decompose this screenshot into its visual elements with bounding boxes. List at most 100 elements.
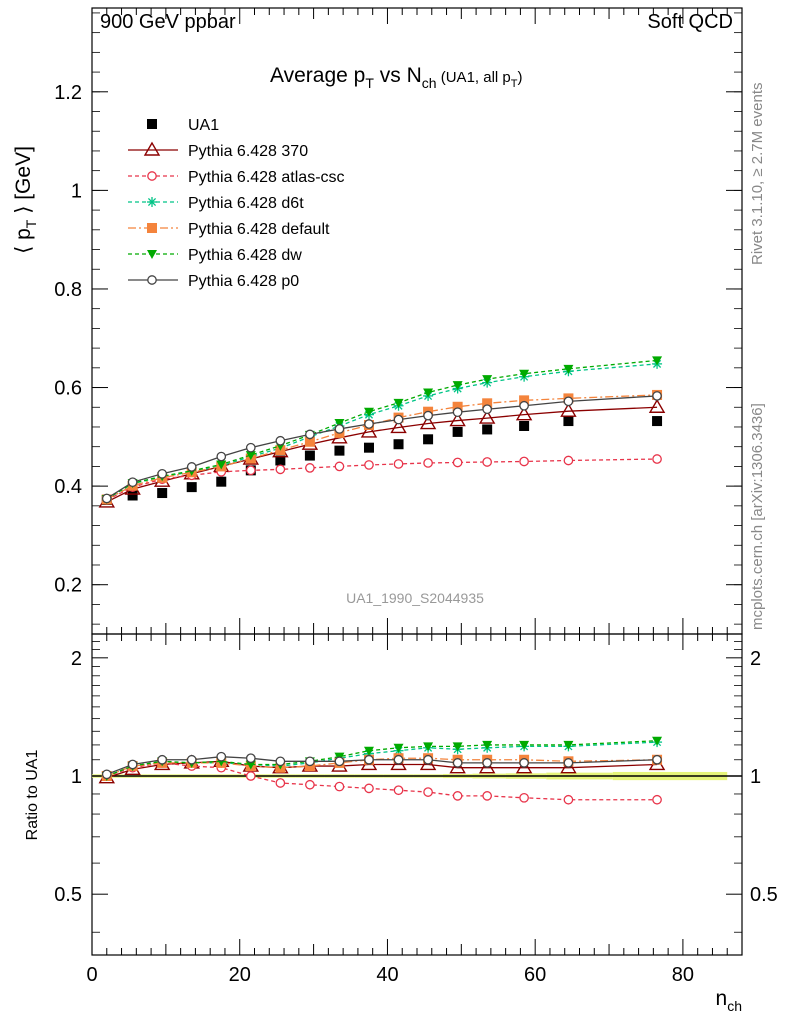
data-point <box>305 756 315 767</box>
data-point <box>563 455 574 466</box>
data-point <box>157 488 168 499</box>
legend-marker <box>143 141 161 156</box>
x-axis-label: nch <box>716 987 742 1014</box>
data-point <box>423 458 433 468</box>
side-rivet-label: Rivet 3.1.10, ≥ 2.7M events <box>749 83 766 266</box>
x-tick-label: 80 <box>672 964 694 986</box>
data-point <box>560 759 577 774</box>
data-point <box>482 398 493 409</box>
legend-marker <box>147 119 157 129</box>
data-point <box>560 402 577 417</box>
data-point <box>305 429 315 440</box>
legend: UA1 Pythia 6.428 370 Pythia 6.428 atlas-cs… <box>128 117 345 290</box>
data-point <box>127 759 138 770</box>
data-point <box>186 482 197 493</box>
data-point <box>275 455 286 466</box>
data-point <box>423 787 433 797</box>
y-tick-label-right: 1 <box>750 766 761 788</box>
data-point <box>157 468 168 479</box>
data-point <box>478 759 496 774</box>
data-point <box>652 391 662 401</box>
data-point <box>393 743 404 753</box>
legend-item: Pythia 6.428 dw <box>128 247 302 264</box>
data-point <box>393 398 404 408</box>
data-point <box>652 794 662 805</box>
data-point <box>127 490 138 501</box>
data-point <box>245 760 256 770</box>
data-point <box>245 451 256 461</box>
data-point <box>390 756 407 771</box>
data-point <box>482 457 493 467</box>
data-point <box>519 369 530 379</box>
data-point <box>452 407 463 418</box>
data-point <box>186 462 197 472</box>
legend-marker <box>147 275 157 285</box>
data-point <box>216 460 227 470</box>
data-point <box>452 791 463 801</box>
data-point <box>275 464 286 475</box>
legend-marker <box>147 197 157 207</box>
data-point <box>519 395 530 406</box>
data-point <box>275 778 286 788</box>
data-point <box>423 410 433 421</box>
data-point <box>423 742 434 752</box>
data-point <box>482 375 493 385</box>
y-tick-label: 2 <box>71 648 82 670</box>
data-point <box>101 769 112 780</box>
data-point <box>419 415 437 430</box>
main-panel: 0.2 0.4 0.6 0.8 1 1.2 <box>54 7 743 635</box>
data-point <box>245 465 256 476</box>
data-point <box>393 439 404 450</box>
data-point <box>423 388 434 398</box>
x-tick-label: 0 <box>86 964 97 986</box>
data-point <box>482 424 493 435</box>
data-point <box>519 420 530 431</box>
legend-label: Pythia 6.428 dw <box>188 247 302 264</box>
data-point <box>652 356 663 366</box>
y-tick-label: 0.6 <box>54 378 82 400</box>
y-tick-label: 0.2 <box>54 575 82 597</box>
data-point <box>363 746 374 756</box>
legend-item: Pythia 6.428 p0 <box>128 273 299 290</box>
data-point <box>519 400 529 411</box>
header-left: 900 GeV ppbar <box>100 11 236 33</box>
header-right: Soft QCD <box>647 11 733 33</box>
data-point <box>216 751 227 762</box>
plot-frame <box>91 633 743 956</box>
data-point <box>478 409 496 424</box>
x-tick-label: 40 <box>376 964 398 986</box>
data-point <box>449 759 466 774</box>
side-mcplots-label: mcplots.cern.ch [arXiv:1306.3436] <box>749 403 766 630</box>
legend-label: UA1 <box>188 117 219 134</box>
data-point <box>364 783 374 794</box>
data-point <box>393 754 404 765</box>
series-line <box>106 458 658 501</box>
series-pythia-6-428-370 <box>98 398 666 508</box>
data-point <box>482 740 493 750</box>
data-point <box>563 740 574 750</box>
data-point <box>157 754 168 765</box>
data-point <box>515 406 533 421</box>
legend-marker <box>147 223 157 233</box>
data-point <box>652 454 662 464</box>
data-point <box>519 740 530 750</box>
data-point <box>519 456 529 467</box>
data-point <box>563 416 574 427</box>
legend-label: Pythia 6.428 default <box>188 221 330 238</box>
data-point <box>563 794 574 805</box>
plot-frame <box>91 7 743 635</box>
data-point <box>423 434 434 445</box>
legend-label: Pythia 6.428 d6t <box>188 195 304 212</box>
y-tick-label-right: 0.5 <box>750 884 778 906</box>
y-tick-label: 1 <box>71 766 82 788</box>
x-tick-label: 60 <box>524 964 546 986</box>
data-point <box>304 436 315 447</box>
main-title: Average pT vs Nch (UA1, all pT) <box>270 64 523 91</box>
data-point <box>334 461 345 472</box>
data-point <box>393 414 404 425</box>
data-point <box>393 785 404 796</box>
data-point <box>275 435 286 446</box>
data-point <box>216 451 227 462</box>
legend-item: UA1 <box>147 117 219 134</box>
